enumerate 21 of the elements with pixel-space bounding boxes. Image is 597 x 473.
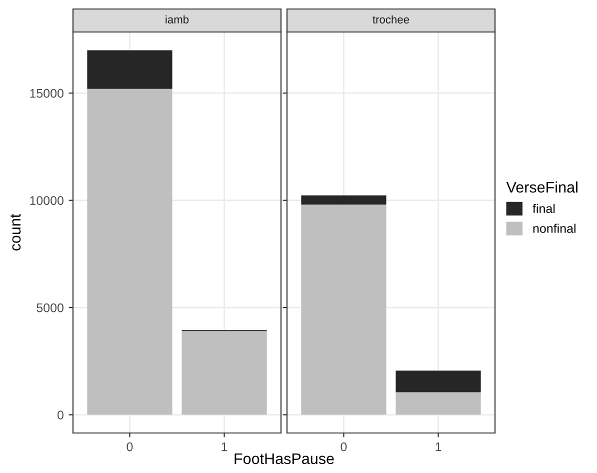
y-tick-label: 15000 — [30, 88, 64, 98]
bar — [301, 195, 386, 205]
x-tick-label: 0 — [340, 442, 347, 452]
y-tick-label: 10000 — [30, 196, 64, 205]
y-tick-label: 5000 — [36, 303, 64, 312]
x-tick-label: 0 — [126, 442, 133, 452]
chart-title: trochee — [372, 15, 410, 24]
chart-title: iamb — [166, 15, 189, 24]
y-tick-label: 0 — [58, 410, 64, 420]
legend-label: nonfinal — [533, 224, 576, 233]
bar — [87, 50, 172, 89]
bar — [396, 392, 481, 415]
legend-label: final — [532, 204, 555, 214]
x-tick-label: 1 — [222, 442, 228, 452]
x-axis-title: FootHasPause — [234, 453, 334, 464]
y-axis-title: count — [10, 214, 21, 251]
x-tick-label: 1 — [436, 442, 442, 452]
bar — [182, 331, 267, 415]
bar — [396, 370, 481, 392]
legend-title: VerseFinal — [506, 181, 578, 193]
bar — [301, 204, 386, 415]
